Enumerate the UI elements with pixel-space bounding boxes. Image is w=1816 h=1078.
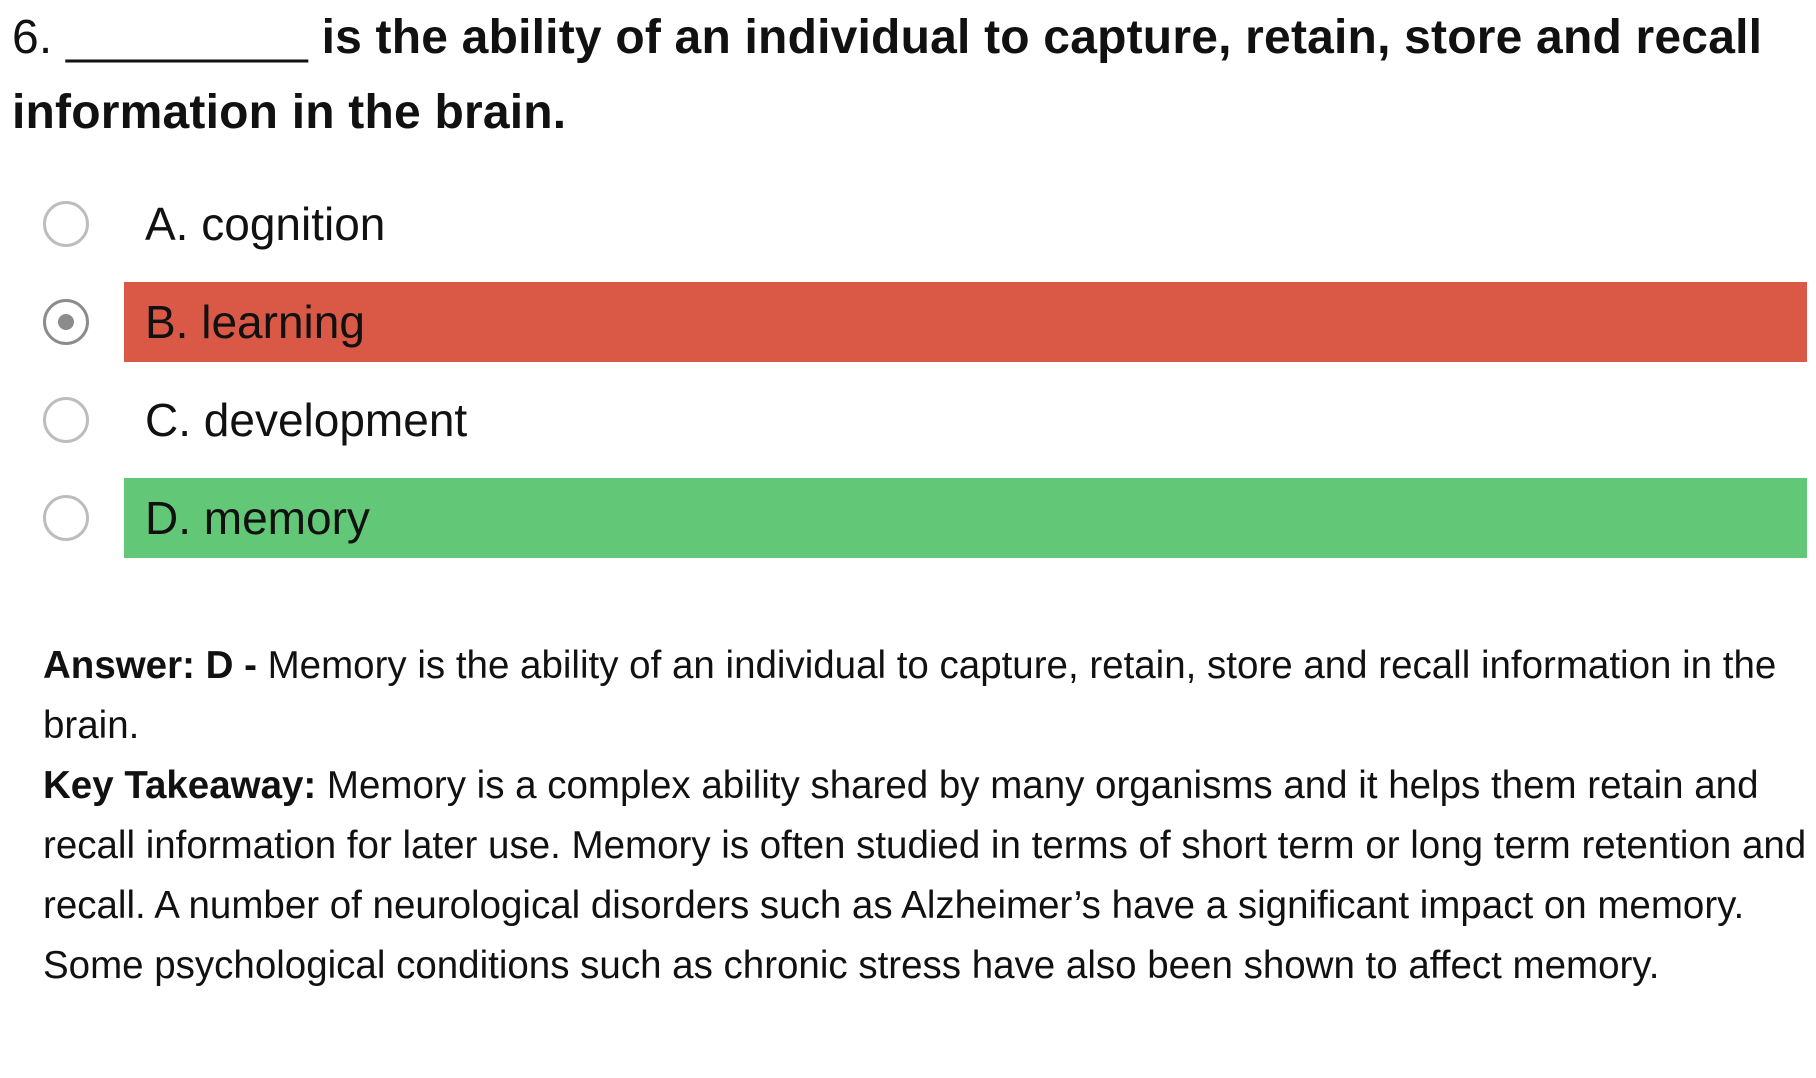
question-text: 6. _________ is the ability of an indivi… — [12, 0, 1802, 150]
radio-b-dot — [58, 314, 74, 330]
answer-paragraph: Answer: D - Memory is the ability of an … — [43, 636, 1807, 756]
question-stem: is the ability of an individual to captu… — [12, 11, 1763, 139]
radio-d[interactable] — [43, 495, 89, 541]
option-c-label[interactable]: C. development — [145, 394, 468, 446]
question-number: 6. — [12, 11, 53, 64]
option-a[interactable]: A. cognition — [0, 184, 1816, 264]
option-a-label[interactable]: A. cognition — [145, 198, 386, 250]
takeaway-paragraph: Key Takeaway: Memory is a complex abilit… — [43, 756, 1807, 996]
option-b-label[interactable]: B. learning — [124, 282, 1807, 362]
answer-prefix: Answer: D - — [43, 644, 268, 687]
takeaway-text: Memory is a complex ability shared by ma… — [43, 764, 1807, 987]
radio-c[interactable] — [43, 397, 89, 443]
radio-a[interactable] — [43, 201, 89, 247]
takeaway-prefix: Key Takeaway: — [43, 764, 327, 807]
option-c[interactable]: C. development — [0, 380, 1816, 460]
answer-options: A. cognition B. learning C. development … — [0, 184, 1816, 576]
answer-text: Memory is the ability of an individual t… — [43, 644, 1777, 747]
radio-b[interactable] — [43, 299, 89, 345]
option-d[interactable]: D. memory — [0, 478, 1816, 558]
option-d-label[interactable]: D. memory — [124, 478, 1807, 558]
question-blank: _________ — [65, 11, 322, 64]
explanation: Answer: D - Memory is the ability of an … — [43, 636, 1807, 996]
option-b[interactable]: B. learning — [0, 282, 1816, 362]
